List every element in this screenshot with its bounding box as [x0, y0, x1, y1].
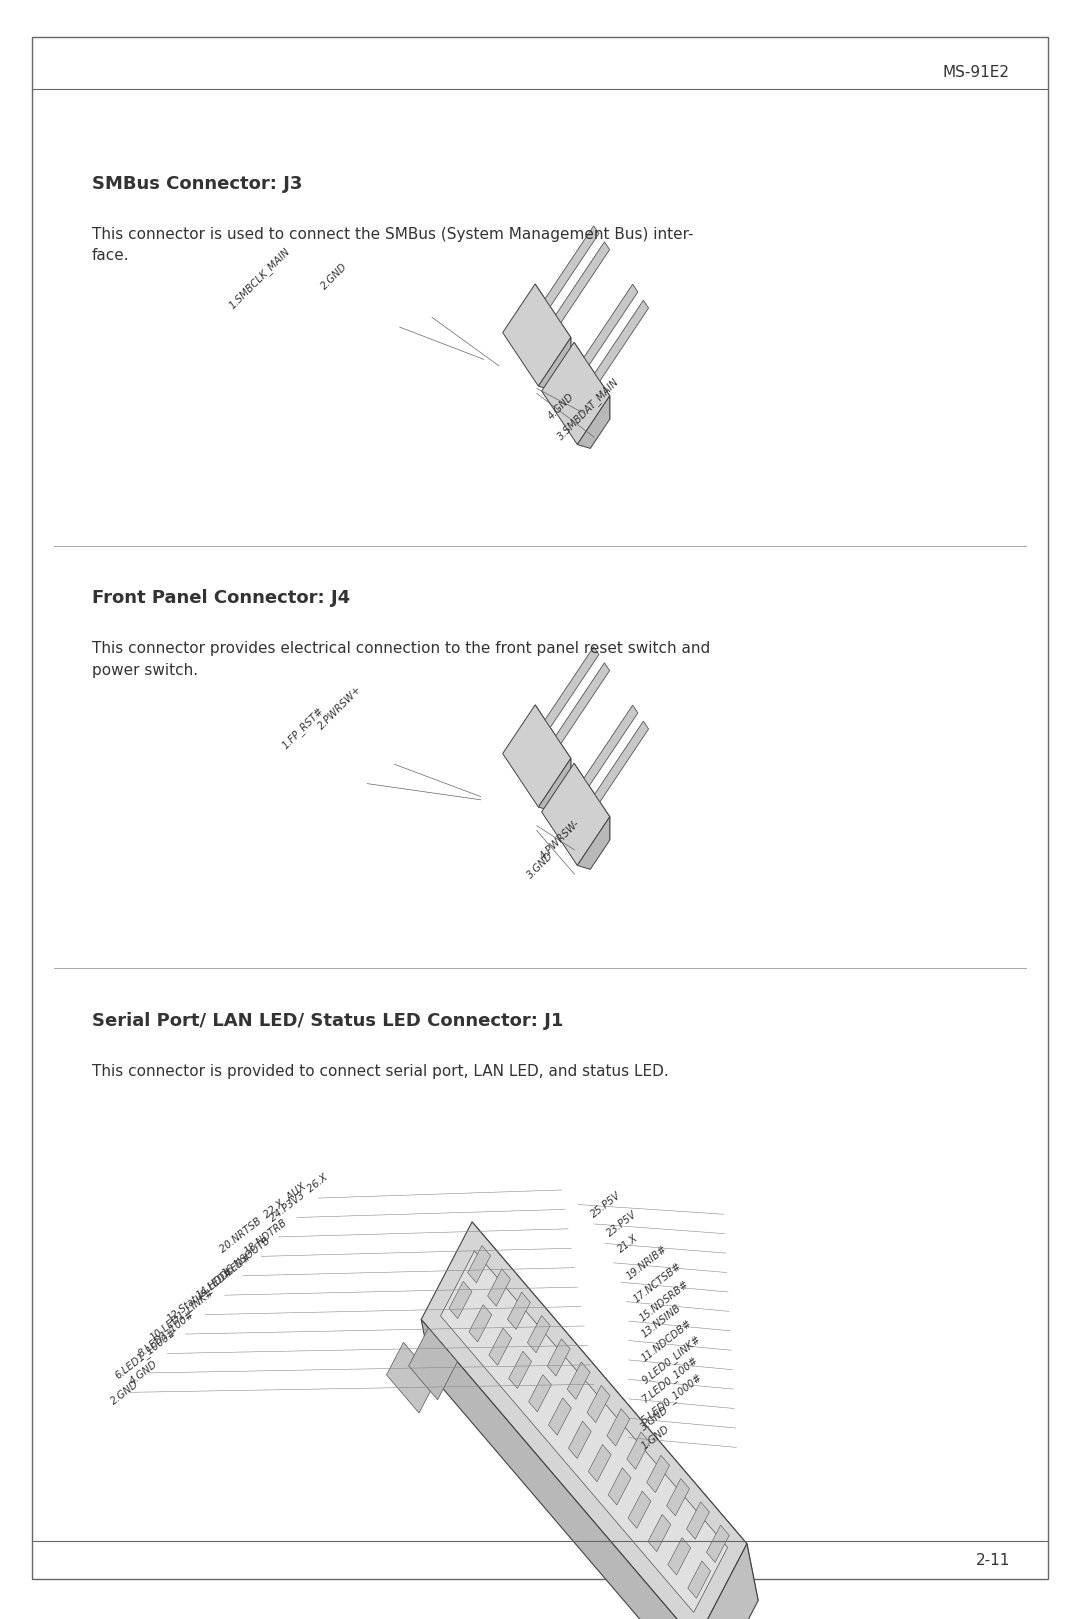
- Polygon shape: [538, 758, 571, 811]
- Text: 17.NCTSB#: 17.NCTSB#: [632, 1261, 684, 1303]
- Polygon shape: [595, 300, 649, 380]
- Polygon shape: [584, 706, 638, 785]
- Polygon shape: [509, 1352, 531, 1389]
- Text: This connector is used to connect the SMBus (System Management Bus) inter-
face.: This connector is used to connect the SM…: [92, 227, 693, 264]
- Polygon shape: [578, 818, 610, 869]
- Text: 8.LED1_100#: 8.LED1_100#: [136, 1308, 197, 1360]
- Text: 4.PWRSW-: 4.PWRSW-: [538, 818, 581, 861]
- Polygon shape: [667, 1538, 691, 1575]
- Polygon shape: [487, 1269, 511, 1307]
- Text: 12.Status_LED#: 12.Status_LED#: [165, 1266, 235, 1324]
- Polygon shape: [421, 1319, 707, 1619]
- Polygon shape: [441, 1251, 728, 1613]
- Text: 5.LED0_1000#: 5.LED0_1000#: [639, 1371, 705, 1426]
- Polygon shape: [502, 704, 571, 806]
- Text: 13.NSINB: 13.NSINB: [639, 1303, 683, 1339]
- Polygon shape: [545, 646, 599, 727]
- Text: 1.SMBCLK_MAIN: 1.SMBCLK_MAIN: [227, 246, 292, 311]
- Polygon shape: [545, 225, 599, 306]
- Polygon shape: [556, 241, 609, 322]
- Polygon shape: [648, 1514, 671, 1551]
- Polygon shape: [542, 342, 610, 445]
- Polygon shape: [468, 1245, 490, 1282]
- Text: 2.GND: 2.GND: [320, 261, 350, 291]
- Polygon shape: [588, 1386, 610, 1423]
- Text: 21.X: 21.X: [616, 1232, 639, 1255]
- Text: 18.NDTRB: 18.NDTRB: [243, 1217, 289, 1256]
- Text: 1.FP_RST#: 1.FP_RST#: [280, 706, 325, 751]
- Polygon shape: [528, 1375, 552, 1412]
- Text: 3.GND: 3.GND: [639, 1404, 671, 1433]
- Polygon shape: [629, 1491, 651, 1528]
- Text: 1.GND: 1.GND: [639, 1423, 671, 1452]
- Polygon shape: [647, 1455, 670, 1493]
- Polygon shape: [472, 1222, 758, 1601]
- Text: This connector provides electrical connection to the front panel reset switch an: This connector provides electrical conne…: [92, 641, 710, 678]
- Polygon shape: [567, 1362, 590, 1399]
- Polygon shape: [575, 342, 610, 419]
- Text: 2.PWRSW+: 2.PWRSW+: [316, 685, 364, 732]
- Polygon shape: [535, 283, 571, 361]
- Polygon shape: [578, 397, 610, 448]
- Text: 4.GND: 4.GND: [546, 390, 577, 421]
- Polygon shape: [666, 1478, 689, 1515]
- Polygon shape: [706, 1525, 729, 1562]
- Polygon shape: [449, 1281, 472, 1318]
- Text: Serial Port/ LAN LED/ Status LED Connector: J1: Serial Port/ LAN LED/ Status LED Connect…: [92, 1012, 563, 1030]
- Polygon shape: [527, 1316, 550, 1353]
- Polygon shape: [538, 337, 571, 390]
- Text: 7.LED0_100#: 7.LED0_100#: [639, 1353, 700, 1405]
- Text: 23.P5V: 23.P5V: [605, 1209, 638, 1239]
- Text: 6.LED1_1000#: 6.LED1_1000#: [112, 1326, 178, 1381]
- Text: 2.GND: 2.GND: [109, 1378, 140, 1407]
- Text: 20.NRTSB  22.X  AUX: 20.NRTSB 22.X AUX: [218, 1180, 308, 1255]
- Text: 10.LED1_LINK#: 10.LED1_LINK#: [148, 1287, 216, 1342]
- Polygon shape: [421, 1222, 747, 1619]
- Polygon shape: [489, 1328, 512, 1365]
- Polygon shape: [469, 1305, 491, 1342]
- Polygon shape: [697, 1545, 758, 1619]
- Text: This connector is provided to connect serial port, LAN LED, and status LED.: This connector is provided to connect se…: [92, 1064, 669, 1078]
- Polygon shape: [595, 720, 649, 801]
- Polygon shape: [548, 1339, 570, 1376]
- Polygon shape: [589, 1444, 611, 1481]
- Polygon shape: [688, 1561, 711, 1598]
- Polygon shape: [575, 763, 610, 840]
- Polygon shape: [568, 1421, 591, 1459]
- Polygon shape: [502, 283, 571, 385]
- Polygon shape: [408, 1328, 457, 1400]
- Text: 4.GND: 4.GND: [129, 1358, 160, 1387]
- Polygon shape: [542, 763, 610, 866]
- Text: MS-91E2: MS-91E2: [943, 65, 1010, 81]
- Polygon shape: [626, 1431, 650, 1470]
- Text: 25.P5V: 25.P5V: [589, 1190, 622, 1219]
- Polygon shape: [387, 1342, 436, 1413]
- Polygon shape: [607, 1409, 630, 1446]
- Polygon shape: [508, 1292, 530, 1329]
- Text: 24.P3V3  26.X: 24.P3V3 26.X: [268, 1172, 329, 1224]
- Polygon shape: [549, 1397, 571, 1434]
- Text: 3.GND: 3.GND: [525, 850, 555, 881]
- Polygon shape: [556, 662, 609, 743]
- Polygon shape: [608, 1468, 631, 1506]
- Text: 2-11: 2-11: [975, 1553, 1010, 1569]
- Polygon shape: [535, 704, 571, 782]
- Text: 19.NRIB#: 19.NRIB#: [624, 1243, 669, 1282]
- Text: 3.SMBDAT_MAIN: 3.SMBDAT_MAIN: [555, 376, 622, 442]
- Text: 11.NDCDB#: 11.NDCDB#: [639, 1318, 693, 1363]
- Text: Front Panel Connector: J4: Front Panel Connector: J4: [92, 589, 350, 607]
- Text: 16.NSOUTB: 16.NSOUTB: [220, 1235, 272, 1277]
- Text: 15.NDSRB#: 15.NDSRB#: [637, 1279, 690, 1324]
- Text: 14.HDDLED#: 14.HDDLED#: [194, 1251, 254, 1300]
- Text: SMBus Connector: J3: SMBus Connector: J3: [92, 175, 302, 193]
- Text: 9.LED0_LINK#: 9.LED0_LINK#: [639, 1334, 702, 1386]
- Polygon shape: [687, 1502, 710, 1540]
- Polygon shape: [584, 285, 638, 364]
